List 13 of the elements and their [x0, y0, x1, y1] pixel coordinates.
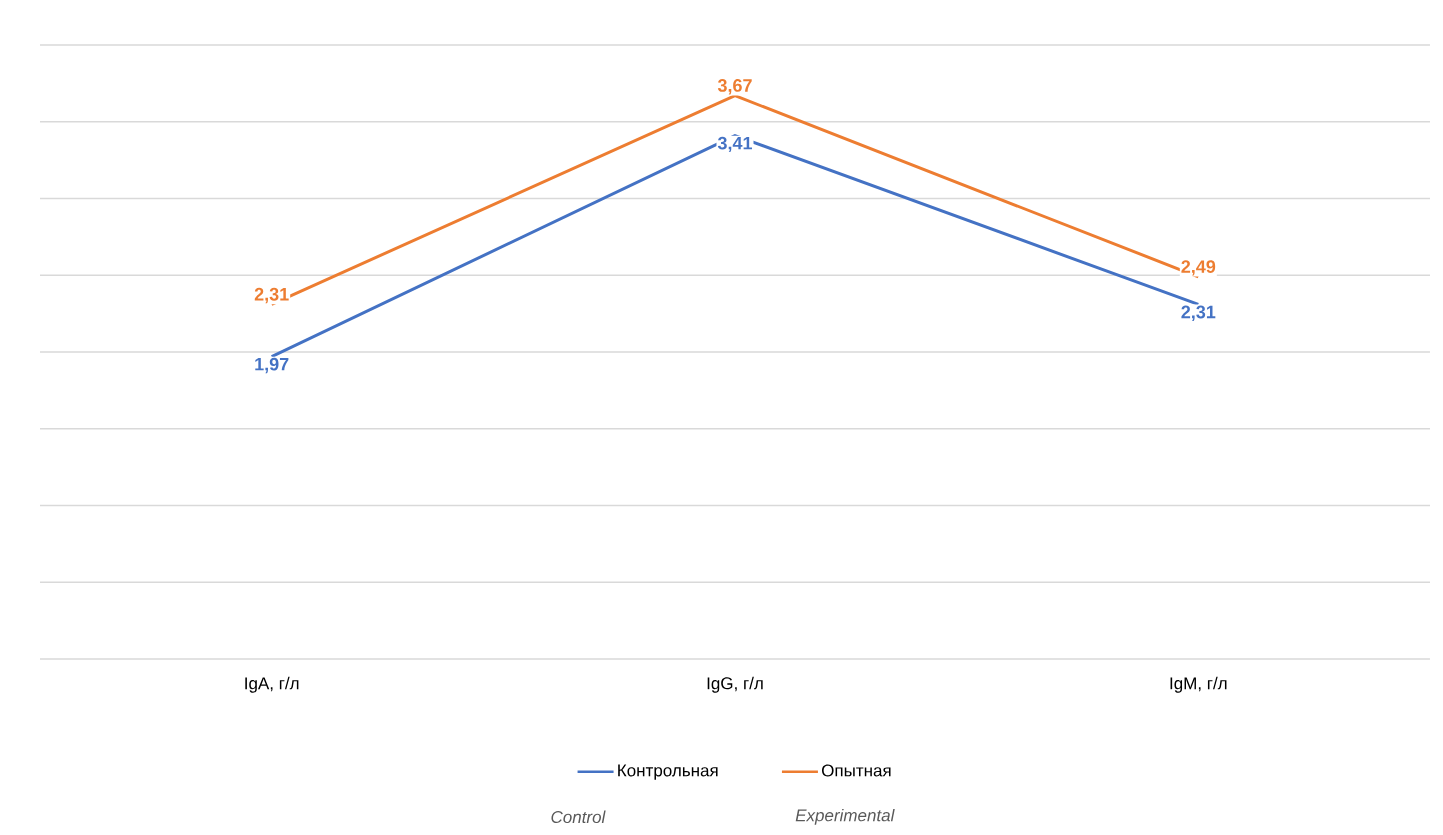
- legend-label: Опытная: [822, 764, 891, 777]
- data-label: 3,41: [717, 136, 753, 153]
- legend-label: Контрольная: [618, 764, 718, 780]
- x-tick-label: IgA, г/л: [245, 676, 299, 693]
- data-label: 3,67: [717, 79, 752, 95]
- text: Control: [551, 810, 606, 824]
- data-label: 2,31: [1181, 305, 1216, 321]
- x-tick-label: IgM, г/л: [1170, 676, 1227, 693]
- data-label: 2,49: [1181, 260, 1216, 276]
- data-label: 2,31: [254, 287, 289, 304]
- text: Experimental: [795, 808, 895, 825]
- x-tick-label: IgG, г/л: [707, 676, 763, 693]
- data-label: 1,97: [255, 357, 289, 374]
